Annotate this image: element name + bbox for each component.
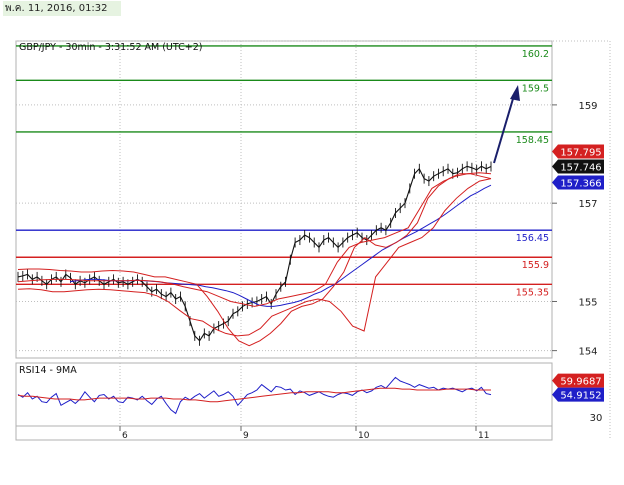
price-line [17, 165, 492, 342]
rsi-tag-label: 54.9152 [560, 391, 601, 402]
level-label: 155.35 [516, 287, 549, 298]
upper-band-tag: 157.795 [552, 144, 604, 159]
bollinger-lower-line [17, 178, 492, 337]
rsi-ma-tag: 59.9687 [552, 373, 604, 388]
rsi-plot-frame [15, 362, 553, 427]
rsi-ma-line [17, 387, 491, 403]
last-price-tag-label: 157.746 [560, 163, 601, 174]
axes: 6 9 10 11 154 155 157 159 30 [119, 101, 603, 441]
bollinger-upper-line [17, 173, 492, 347]
upper-band-tag-box [552, 144, 604, 159]
bollinger-middle-line [17, 172, 492, 307]
ma-tag-box [552, 175, 604, 190]
x-tick-label: 10 [358, 431, 370, 441]
y-tick-label: 155 [578, 297, 597, 308]
rsi-tag: 54.9152 [552, 387, 604, 402]
x-tick-label: 9 [243, 431, 249, 441]
last-price-tag: 157.746 [552, 159, 604, 174]
rsi-y-tick-label: 30 [590, 413, 603, 424]
trend-arrow-head [510, 85, 520, 101]
rsi-chart-title: RSI14 - 9MA [19, 365, 77, 376]
last-price-tag-box [552, 159, 604, 174]
timestamp: พ.ค. 11, 2016, 01:32 [3, 1, 121, 16]
level-label: 158.45 [516, 135, 549, 146]
level-label: 160.2 [522, 49, 549, 60]
price-chart-title: GBP/JPY - 30min - 3:31:52 AM (UTC+2) [19, 42, 202, 53]
grid [16, 40, 611, 440]
toolbar: พ.ค. 11, 2016, 01:32 [0, 0, 624, 34]
upper-band-tag-label: 157.795 [560, 148, 601, 159]
x-tick-label: 11 [478, 431, 489, 441]
x-tick-label: 6 [122, 431, 128, 441]
ma-tag-label: 157.366 [560, 179, 601, 190]
level-label: 156.45 [516, 233, 549, 244]
ma-tag: 157.366 [552, 175, 604, 190]
level-label: 155.9 [522, 260, 549, 271]
level-label: 159.5 [522, 83, 549, 94]
series-lines [17, 161, 492, 415]
y-tick-label: 159 [578, 101, 597, 112]
price-tags: 157.795 157.746 157.366 59.9687 54.9152 [552, 144, 604, 402]
y-tick-label: 157 [578, 199, 597, 210]
price-plot-frame [15, 40, 553, 359]
rsi-ma-tag-box [552, 373, 604, 388]
level-lines: 160.2 159.5 158.45 156.45 155.9 155.35 [16, 45, 552, 298]
trend-arrow-line [493, 91, 516, 164]
rsi-tag-box [552, 387, 604, 402]
rsi-ma-tag-label: 59.9687 [560, 377, 601, 388]
y-tick-label: 154 [578, 347, 597, 358]
x-axis-frame [15, 425, 553, 441]
